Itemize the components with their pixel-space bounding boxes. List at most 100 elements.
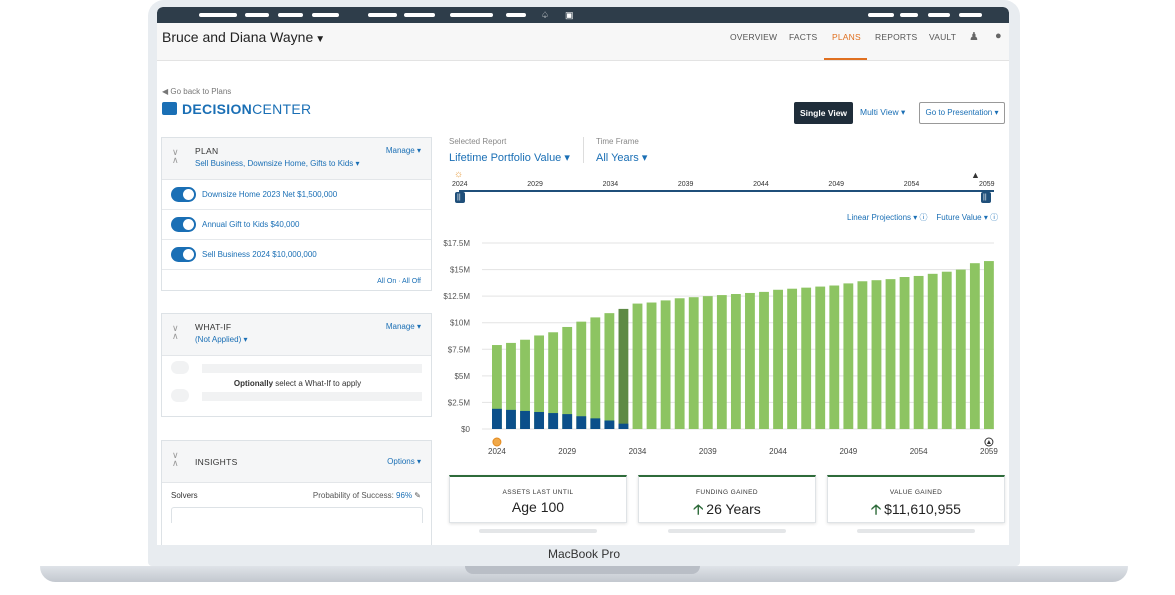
- future-value-dropdown[interactable]: Future Value ▾ ⓘ: [936, 213, 999, 222]
- manage-label: Manage: [385, 322, 415, 331]
- collapse-chevron-icon[interactable]: ∨ ∧: [172, 147, 179, 165]
- bar-segment-total: [843, 283, 854, 429]
- plan-item-label[interactable]: Annual Gift to Kids $40,000: [202, 220, 300, 229]
- insights-title: INSIGHTS: [195, 457, 238, 467]
- end-marker-arrow: [986, 440, 991, 444]
- bar-segment-lower: [534, 411, 545, 429]
- time-frame-label: Time Frame: [596, 137, 639, 146]
- top-bar-item[interactable]: [959, 13, 982, 17]
- x-tick-label: 2029: [558, 447, 576, 456]
- bar-segment-total: [730, 294, 741, 429]
- top-bar-item[interactable]: [404, 13, 435, 17]
- plan-item-toggle[interactable]: [171, 247, 196, 262]
- top-bar-item[interactable]: [312, 13, 339, 17]
- plan-manage-dropdown[interactable]: Manage ▾: [385, 146, 421, 155]
- plan-item-label[interactable]: Downsize Home 2023 Net $1,500,000: [202, 190, 338, 199]
- app-header: Bruce and Diana Wayne ▼ OVERVIEW FACTS PL…: [157, 23, 1009, 61]
- nav-vault[interactable]: VAULT: [929, 32, 957, 42]
- back-to-plans-link[interactable]: ◀ Go back to Plans: [162, 87, 232, 96]
- nav-plans[interactable]: PLANS: [832, 32, 861, 42]
- y-tick-label: $12.5M: [443, 292, 470, 301]
- collapse-chevron-icon[interactable]: ∨ ∧: [172, 323, 179, 341]
- multi-view-dropdown[interactable]: Multi View ▾: [860, 107, 906, 117]
- card-shadow: [857, 529, 975, 533]
- probability-label: Probability of Success:: [312, 491, 394, 500]
- go-to-presentation-button[interactable]: Go to Presentation ▾: [919, 102, 1005, 124]
- globe-icon[interactable]: ●: [995, 30, 1002, 42]
- time-frame-value: All Years: [596, 152, 639, 164]
- collapse-chevron-icon[interactable]: ∨ ∧: [172, 450, 179, 468]
- caret-down-icon: ▼: [315, 34, 326, 45]
- insights-options-dropdown[interactable]: Options ▾: [387, 457, 421, 466]
- bar-segment-total: [506, 342, 516, 429]
- plan-item-toggle[interactable]: [171, 187, 196, 202]
- placeholder-bar: [202, 364, 422, 373]
- plan-item-toggle[interactable]: [171, 217, 196, 232]
- client-name-dropdown[interactable]: Bruce and Diana Wayne ▼: [162, 29, 325, 45]
- timeline-slider[interactable]: ☼ ▲ 2024 2029 2034 2039 2044 2049 2054 2059: [449, 169, 997, 203]
- linear-projections-label: Linear Projections: [847, 213, 912, 222]
- multi-view-label: Multi View: [860, 107, 899, 117]
- nav-overview[interactable]: OVERVIEW: [730, 32, 778, 42]
- plan-selector[interactable]: Sell Business, Downsize Home, Gifts to K…: [195, 159, 360, 168]
- bar-segment-total: [899, 277, 910, 429]
- laptop-base: [40, 566, 1128, 582]
- bar-segment-total: [520, 339, 530, 429]
- value-gained-card[interactable]: VALUE GAINED 🡡 $11,610,955: [827, 475, 1005, 523]
- top-bar-item[interactable]: [245, 13, 269, 17]
- bar-segment-total: [576, 321, 587, 429]
- funding-gained-card[interactable]: FUNDING GAINED 🡡 26 Years: [638, 475, 816, 523]
- selected-report-dropdown[interactable]: Lifetime Portfolio Value ▾: [449, 152, 570, 164]
- bar-segment-total: [829, 285, 840, 429]
- top-bar-item[interactable]: [900, 13, 918, 17]
- shield-icon[interactable]: ▣: [565, 10, 574, 20]
- solvers-row: Solvers Probability of Success: 96% ✎: [162, 483, 431, 507]
- top-bar-item[interactable]: [928, 13, 950, 17]
- options-label: Options: [387, 457, 415, 466]
- single-view-button[interactable]: Single View: [794, 102, 853, 124]
- bar-segment-total: [927, 273, 938, 429]
- top-bar-item[interactable]: [450, 13, 493, 17]
- client-name-label: Bruce and Diana Wayne: [162, 29, 314, 45]
- bar-segment-total: [941, 271, 952, 429]
- portfolio-value-chart: $0 $2.5M $5M $7.5M $10M $12.5M $15M $17.5M 2024 2…: [443, 239, 998, 456]
- bar-chart-icon: [162, 102, 177, 115]
- bar-segment-total: [674, 298, 685, 429]
- timeline-year-label: 2059: [979, 181, 995, 188]
- linear-projections-dropdown[interactable]: Linear Projections ▾ ⓘ: [847, 213, 928, 222]
- y-tick-label: $7.5M: [448, 345, 471, 354]
- time-frame-dropdown[interactable]: All Years ▾: [596, 152, 648, 164]
- bar-segment-total: [688, 297, 699, 429]
- plan-item-row: Annual Gift to Kids $40,000: [162, 210, 431, 240]
- card-shadow: [668, 529, 786, 533]
- bell-icon[interactable]: ♤: [541, 10, 550, 20]
- top-bar-item[interactable]: [199, 13, 237, 17]
- timeline-start-handle[interactable]: [455, 192, 465, 203]
- plan-item-row: Downsize Home 2023 Net $1,500,000: [162, 180, 431, 210]
- x-tick-label: 2059: [980, 447, 998, 456]
- top-bar-item[interactable]: [868, 13, 894, 17]
- nav-facts[interactable]: FACTS: [789, 32, 818, 42]
- solver-card[interactable]: [171, 507, 423, 523]
- top-bar-item[interactable]: [278, 13, 303, 17]
- arrow-up-icon: 🡡: [693, 501, 704, 517]
- nav-reports[interactable]: REPORTS: [875, 32, 918, 42]
- all-on-off-links[interactable]: All On · All Off: [377, 278, 421, 285]
- top-bar-item[interactable]: [506, 13, 526, 17]
- assets-last-until-card[interactable]: ASSETS LAST UNTIL Age 100: [449, 475, 627, 523]
- timeline-end-handle[interactable]: [981, 192, 991, 203]
- insights-panel: ∨ ∧ INSIGHTS Options ▾ Solvers Probabilit…: [161, 440, 432, 545]
- bar-segment-total: [871, 280, 882, 429]
- plan-title: PLAN: [195, 146, 219, 156]
- plan-panel: ∨ ∧ PLAN Sell Business, Downsize Home, Gi…: [161, 137, 432, 291]
- whatif-selector[interactable]: (Not Applied) ▾: [195, 335, 248, 344]
- whatif-manage-dropdown[interactable]: Manage ▾: [385, 322, 421, 331]
- back-link-label: Go back to Plans: [170, 87, 232, 96]
- bar-segment-total: [984, 261, 994, 429]
- user-icon[interactable]: ♟: [969, 31, 979, 43]
- top-bar-item[interactable]: [368, 13, 397, 17]
- plan-item-label[interactable]: Sell Business 2024 $10,000,000: [202, 250, 317, 259]
- title-bold: DECISION: [182, 101, 253, 117]
- decision-center-title: DECISIONCENTER: [182, 101, 311, 117]
- timeline-track[interactable]: [459, 190, 994, 192]
